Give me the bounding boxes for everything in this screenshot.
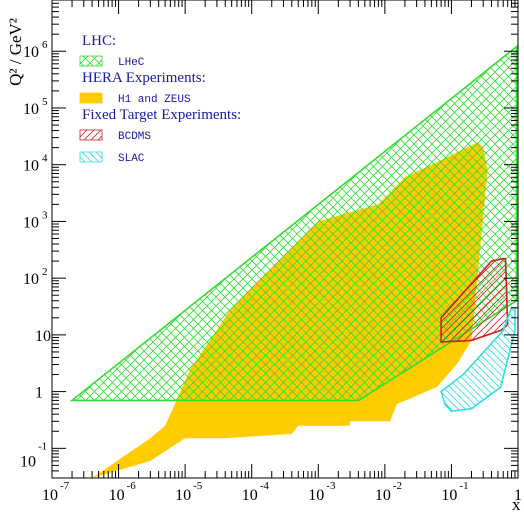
svg-text:10: 10 (23, 271, 39, 288)
legend-swatch-bcdms (79, 129, 103, 141)
legend-swatch-slac (79, 151, 103, 163)
svg-text:2: 2 (42, 266, 48, 278)
x-tick-label: 10-3 (308, 480, 336, 504)
svg-text:10: 10 (441, 487, 457, 504)
svg-text:-4: -4 (260, 480, 270, 492)
y-tick-label: 10 3 (23, 209, 48, 231)
svg-text:-3: -3 (326, 480, 336, 492)
y-tick-label: 10 4 (23, 153, 48, 175)
svg-text:-6: -6 (127, 480, 137, 492)
legend-label-bcdms: BCDMS (118, 131, 151, 143)
x-tick-label: 10-5 (175, 480, 203, 504)
svg-text:-1: -1 (459, 480, 468, 492)
x-axis-title: x (512, 495, 521, 514)
x-tick-label: 1 (514, 487, 522, 504)
y-tick-label: 10 6 (23, 39, 48, 61)
svg-text:-1: -1 (38, 440, 47, 452)
svg-text:10: 10 (20, 453, 36, 470)
svg-text:4: 4 (42, 153, 48, 165)
legend-group-header: LHC: (82, 33, 116, 49)
legend-group-header: HERA Experiments: (82, 70, 206, 86)
y-tick-label: -110 (20, 440, 47, 470)
svg-text:10: 10 (42, 487, 58, 504)
svg-text:10: 10 (109, 487, 125, 504)
y-axis-title: Q² / GeV² (6, 18, 25, 86)
svg-text:10: 10 (23, 158, 39, 175)
legend-label-lhec: LHeC (118, 57, 145, 69)
svg-text:-7: -7 (60, 480, 70, 492)
svg-text:-5: -5 (193, 480, 203, 492)
ticks-layer (51, 0, 519, 479)
svg-text:10: 10 (23, 44, 39, 61)
y-tick-label: 1 (35, 385, 43, 402)
plot-frame (51, 0, 519, 479)
x-tick-label: 10-4 (242, 480, 270, 504)
legend-swatch-lhec (79, 55, 103, 67)
legend-label-h1-and-zeus: H1 and ZEUS (118, 94, 191, 106)
y-tick-label: 10 (35, 328, 51, 345)
regions-layer (69, 45, 518, 478)
legend-label-slac: SLAC (118, 153, 145, 165)
x-tick-label: 10-7 (42, 480, 70, 504)
svg-text:10: 10 (375, 487, 391, 504)
svg-text:10: 10 (308, 487, 324, 504)
y-tick-label: 10 2 (23, 266, 48, 288)
svg-text:10: 10 (23, 214, 39, 231)
x-tick-label: 10-1 (441, 480, 468, 504)
svg-text:10: 10 (35, 328, 51, 345)
svg-text:-2: -2 (393, 480, 402, 492)
svg-text:3: 3 (42, 209, 48, 221)
svg-text:1: 1 (514, 487, 522, 504)
x-tick-label: 10-2 (375, 480, 402, 504)
x-tick-label: 10-6 (109, 480, 137, 504)
svg-text:10: 10 (175, 487, 191, 504)
svg-text:1: 1 (35, 385, 43, 402)
y-tick-label: 10 5 (23, 96, 48, 118)
svg-text:10: 10 (23, 101, 39, 118)
svg-text:5: 5 (42, 96, 48, 108)
legend-swatch-h1-and-zeus (79, 92, 103, 104)
svg-text:6: 6 (42, 39, 48, 51)
svg-text:10: 10 (242, 487, 258, 504)
legend-group-header: Fixed Target Experiments: (82, 107, 241, 123)
